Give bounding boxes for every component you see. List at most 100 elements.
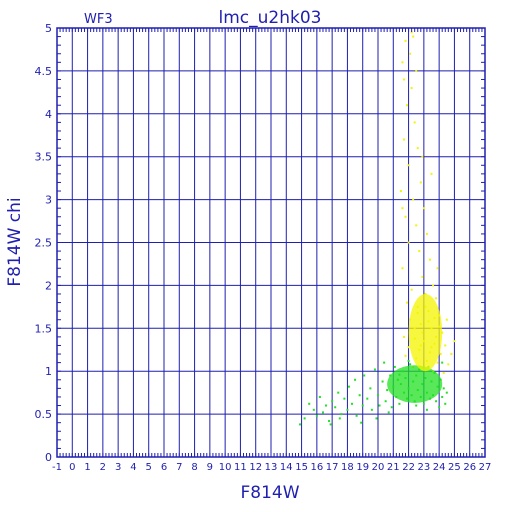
x-tick-label: 21 (387, 462, 400, 473)
data-point-green (377, 394, 379, 397)
data-point-green (325, 404, 328, 407)
data-point-green (337, 391, 340, 394)
data-point-green (343, 397, 346, 400)
data-point-green (398, 402, 401, 405)
data-point-yellow (415, 224, 418, 227)
data-point-green (312, 408, 315, 411)
y-tick-label: 4.5 (35, 65, 53, 78)
data-point-yellow (436, 267, 439, 270)
data-point-green (366, 397, 369, 400)
data-point-yellow (410, 31, 413, 34)
data-point-green (358, 394, 361, 397)
x-tick-label: 1 (84, 462, 90, 473)
data-point-green (331, 400, 334, 403)
data-point-green (387, 411, 390, 414)
plot-frame (56, 27, 486, 458)
data-point-green (318, 395, 321, 398)
data-point-green (415, 404, 418, 407)
x-tick-label: -1 (52, 462, 62, 473)
x-tick-label: 2 (100, 462, 106, 473)
data-point-yellow (444, 344, 447, 347)
data-point-yellow (436, 361, 439, 364)
data-point-yellow (415, 69, 418, 72)
x-tick-label: 8 (191, 462, 197, 473)
data-point-yellow (407, 346, 410, 349)
x-tick-label: 18 (341, 462, 354, 473)
x-tick-label: 23 (417, 462, 430, 473)
y-tick-label: 5 (45, 22, 52, 35)
data-point-yellow (428, 258, 431, 261)
data-point-green (351, 402, 354, 405)
corner-label: WF3 (84, 12, 113, 27)
data-point-green (384, 400, 387, 403)
x-tick-label: 24 (433, 462, 446, 473)
x-tick-label: 12 (249, 462, 262, 473)
data-point-yellow (412, 198, 415, 201)
data-point-green (441, 361, 444, 364)
x-tick-label: 16 (310, 462, 323, 473)
data-point-yellow (401, 267, 404, 270)
axes (56, 27, 486, 458)
data-point-yellow (406, 104, 409, 107)
data-point-green (338, 417, 341, 420)
x-tick-label: 5 (146, 462, 152, 473)
data-point-green (445, 391, 448, 394)
data-point-yellow (407, 164, 410, 167)
data-point-yellow (404, 39, 407, 42)
y-tick-label: 3.5 (35, 151, 53, 164)
data-point-yellow (447, 363, 450, 366)
data-point-yellow (401, 207, 404, 210)
data-point-green (340, 413, 343, 416)
x-tick-label: 22 (402, 462, 415, 473)
data-point-green (334, 406, 337, 409)
x-axis-label: F814W (240, 483, 299, 503)
data-point-yellow (402, 138, 405, 141)
data-point-green (354, 378, 357, 381)
data-point-green (328, 419, 331, 422)
data-point-yellow (450, 353, 453, 356)
x-tick-label: 17 (326, 462, 339, 473)
x-tick-label: 10 (219, 462, 232, 473)
data-point-yellow (401, 61, 404, 64)
point-cloud-green (387, 365, 443, 403)
data-point-yellow (413, 121, 416, 124)
x-tick-label: 9 (207, 462, 213, 473)
data-point-yellow (416, 147, 419, 150)
data-point-yellow (407, 241, 410, 244)
x-tick-label: 15 (295, 462, 308, 473)
x-tick-label: 4 (130, 462, 136, 473)
x-tick-label: 13 (265, 462, 278, 473)
data-point-yellow (404, 354, 407, 357)
y-tick-label: 4 (45, 108, 52, 121)
data-point-green (378, 404, 381, 407)
data-point-yellow (409, 52, 412, 55)
x-tick-label: 11 (234, 462, 247, 473)
data-point-green (409, 363, 412, 366)
data-point-green (438, 406, 441, 409)
data-point-yellow (419, 181, 422, 184)
data-point-green (308, 402, 311, 405)
data-point-green (386, 389, 389, 392)
x-tick-label: 3 (115, 462, 121, 473)
data-point-yellow (453, 340, 456, 343)
data-points (299, 31, 456, 426)
data-point-green (422, 402, 425, 405)
data-point-yellow (439, 353, 442, 356)
point-cloud-yellow (408, 293, 443, 372)
data-point-yellow (406, 301, 409, 304)
data-point-green (390, 406, 393, 409)
data-point-green (347, 385, 350, 388)
y-tick-label: 0.5 (35, 408, 53, 421)
data-point-yellow (422, 207, 425, 210)
data-point-green (329, 423, 332, 426)
data-point-yellow (402, 78, 405, 81)
data-point-green (299, 423, 302, 426)
data-point-green (375, 417, 378, 420)
data-point-yellow (402, 335, 405, 338)
chart-title: lmc_u2hk03 (219, 8, 322, 28)
data-point-green (393, 365, 396, 368)
data-point-green (442, 387, 445, 390)
data-point-yellow (435, 297, 438, 300)
data-point-green (425, 408, 428, 411)
data-point-green (381, 380, 384, 383)
